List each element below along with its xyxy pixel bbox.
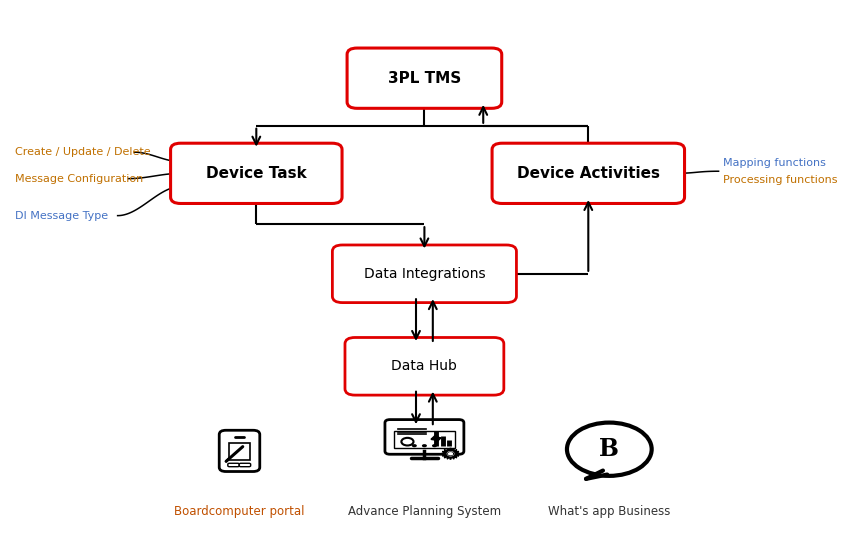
Circle shape	[412, 444, 417, 447]
FancyBboxPatch shape	[228, 463, 239, 467]
FancyBboxPatch shape	[385, 419, 464, 454]
Circle shape	[401, 438, 413, 446]
Circle shape	[432, 444, 437, 447]
Text: Boardcomputer portal: Boardcomputer portal	[174, 505, 305, 518]
Text: What's app Business: What's app Business	[548, 505, 670, 518]
FancyBboxPatch shape	[345, 337, 504, 395]
Text: Device Activities: Device Activities	[517, 166, 660, 181]
Bar	[229, 444, 250, 460]
Text: Data Integrations: Data Integrations	[364, 267, 485, 281]
Text: B: B	[599, 437, 619, 461]
FancyBboxPatch shape	[347, 48, 501, 108]
FancyBboxPatch shape	[219, 430, 260, 471]
Text: 3PL TMS: 3PL TMS	[388, 71, 461, 86]
Text: DI Message Type: DI Message Type	[15, 211, 108, 221]
Text: Processing functions: Processing functions	[723, 175, 837, 185]
Text: Message Configuration: Message Configuration	[15, 173, 144, 184]
Text: Create / Update / Delete: Create / Update / Delete	[15, 147, 151, 157]
Polygon shape	[586, 470, 607, 479]
Polygon shape	[448, 452, 454, 456]
Circle shape	[422, 444, 427, 447]
FancyBboxPatch shape	[492, 143, 684, 204]
Text: Advance Planning System: Advance Planning System	[348, 505, 501, 518]
Polygon shape	[442, 448, 459, 459]
Bar	[394, 431, 455, 448]
Text: Device Task: Device Task	[206, 166, 307, 181]
FancyBboxPatch shape	[239, 463, 250, 467]
Text: Data Hub: Data Hub	[391, 359, 457, 373]
Text: Mapping functions: Mapping functions	[723, 158, 825, 168]
FancyBboxPatch shape	[333, 245, 516, 302]
FancyBboxPatch shape	[171, 143, 342, 204]
Circle shape	[567, 423, 652, 476]
